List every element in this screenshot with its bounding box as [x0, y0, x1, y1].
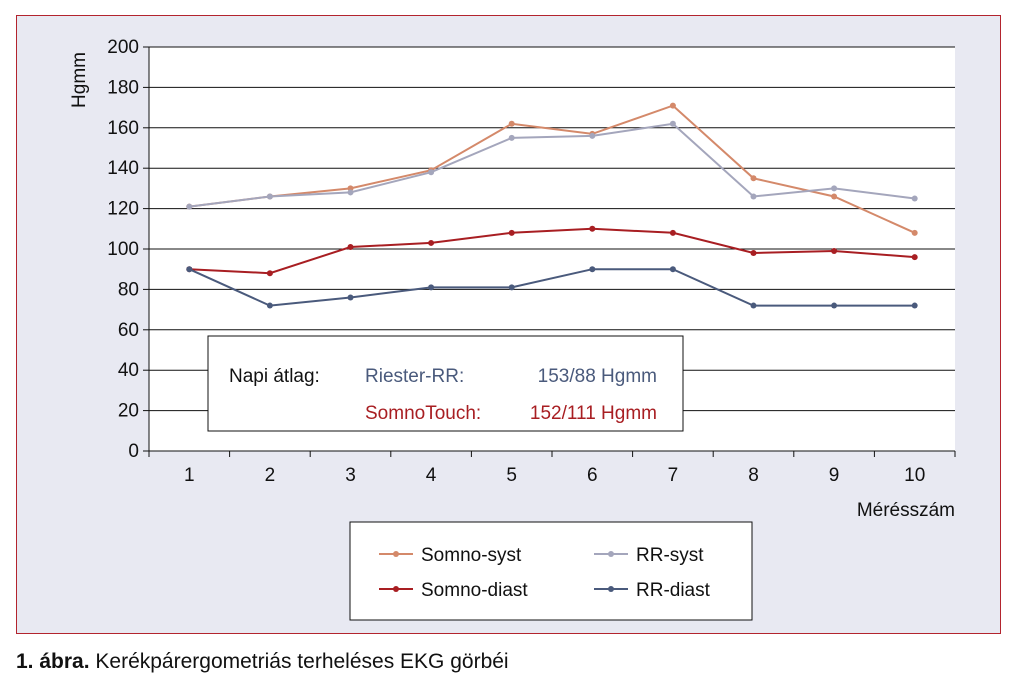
axes: 0 20 40 60 80 100 120 140 160 180 200 1 2 3 4 5 6 7 8 9 10 Hg… [69, 37, 956, 521]
data-point [669, 102, 676, 109]
y-tick-label: 80 [118, 279, 139, 300]
x-tick-label: 7 [668, 465, 679, 486]
series-somno-diast [186, 225, 918, 277]
data-point [750, 175, 757, 182]
series-line [189, 104, 916, 234]
y-tick-label: 20 [118, 401, 139, 422]
figure-caption: 1. ábra. Kerékpárergometriás terheléses … [16, 650, 509, 674]
data-point [428, 284, 435, 291]
y-tick-label: 40 [118, 360, 139, 381]
annotation-name: SomnoTouch: [365, 403, 481, 424]
legend-item: RR-syst [594, 545, 704, 566]
data-point [750, 250, 757, 257]
annotation-box [207, 335, 684, 432]
data-point [750, 193, 757, 200]
x-tick-label: 5 [506, 465, 517, 486]
x-tick-label: 2 [265, 465, 276, 486]
data-point [669, 229, 676, 236]
data-point [186, 203, 193, 210]
legend-label: RR-diast [636, 580, 711, 601]
y-tick-label: 120 [107, 199, 139, 220]
line-chart: 0 20 40 60 80 100 120 140 160 180 200 1 2 3 4 5 6 7 8 9 10 Hg… [69, 37, 956, 621]
series-line [189, 122, 915, 208]
data-point [831, 302, 838, 309]
data-point [669, 266, 676, 273]
x-tick-label: 1 [184, 465, 195, 486]
data-point [508, 229, 515, 236]
data-point [347, 189, 354, 196]
data-point [911, 302, 918, 309]
annotation-value: 153/88 Hgmm [538, 366, 657, 387]
legend-label: Somno-syst [421, 545, 522, 566]
data-point [508, 134, 515, 141]
data-point [508, 120, 515, 127]
data-point [831, 193, 838, 200]
data-point [589, 225, 596, 232]
data-point [266, 193, 273, 200]
data-point [589, 132, 596, 139]
legend-swatch-marker [393, 586, 399, 592]
y-tick-label: 0 [128, 441, 139, 462]
data-point [266, 270, 273, 277]
data-point [428, 169, 435, 176]
y-tick-label: 180 [107, 77, 139, 98]
y-axis-title: Hgmm [69, 52, 90, 108]
x-tick-label: 10 [904, 465, 925, 486]
x-axis-title: Mérésszám [857, 500, 955, 521]
data-point [911, 229, 918, 236]
series-line [188, 268, 915, 307]
x-tick-label: 8 [748, 465, 759, 486]
series-rr-diast [186, 266, 918, 309]
x-tick-label: 9 [829, 465, 840, 486]
x-tick-label: 6 [587, 465, 598, 486]
y-tick-label: 60 [118, 320, 139, 341]
y-tick-label: 100 [107, 239, 139, 260]
figure-panel: 0 20 40 60 80 100 120 140 160 180 200 1 2 3 4 5 6 7 8 9 10 Hg… [16, 15, 1001, 634]
data-point [669, 120, 676, 127]
data-point [911, 195, 918, 202]
data-point [831, 248, 838, 255]
y-tick-label: 200 [107, 37, 139, 58]
data-point [347, 243, 354, 250]
data-point [347, 294, 354, 301]
annotation-name: Riester-RR: [365, 366, 464, 387]
data-point [911, 254, 918, 261]
legend-label: Somno-diast [421, 580, 528, 601]
average-annotation: Napi átlag: Riester-RR: 153/88 Hgmm SomnoTo… [207, 335, 684, 432]
x-tick-label: 4 [426, 465, 437, 486]
caption-number: 1. ábra. [16, 650, 90, 673]
legend-box [349, 521, 753, 621]
data-point [508, 284, 515, 291]
legend-swatch-marker [393, 551, 399, 557]
y-tick-label: 140 [107, 158, 139, 179]
data-point [831, 185, 838, 192]
legend-swatch-marker [608, 551, 614, 557]
legend: Somno-syst RR-syst Somno-diast RR-diast [349, 521, 753, 621]
legend-label: RR-syst [636, 545, 704, 566]
legend-item: Somno-syst [379, 545, 522, 566]
series-line [189, 227, 915, 275]
data-point [186, 266, 193, 273]
legend-item: Somno-diast [379, 580, 528, 601]
annotation-value: 152/111 Hgmm [530, 403, 657, 424]
data-point [428, 239, 435, 246]
data-point [750, 302, 757, 309]
caption-text: Kerékpárergometriás terheléses EKG görbé… [95, 650, 509, 673]
x-tick-label: 3 [345, 465, 356, 486]
y-tick-label: 160 [107, 118, 139, 139]
data-point [266, 302, 273, 309]
series [186, 102, 918, 309]
legend-swatch-marker [608, 586, 614, 592]
annotation-label: Napi átlag: [229, 366, 320, 387]
data-point [589, 266, 596, 273]
series-rr-syst [186, 120, 918, 210]
legend-item: RR-diast [594, 580, 711, 601]
